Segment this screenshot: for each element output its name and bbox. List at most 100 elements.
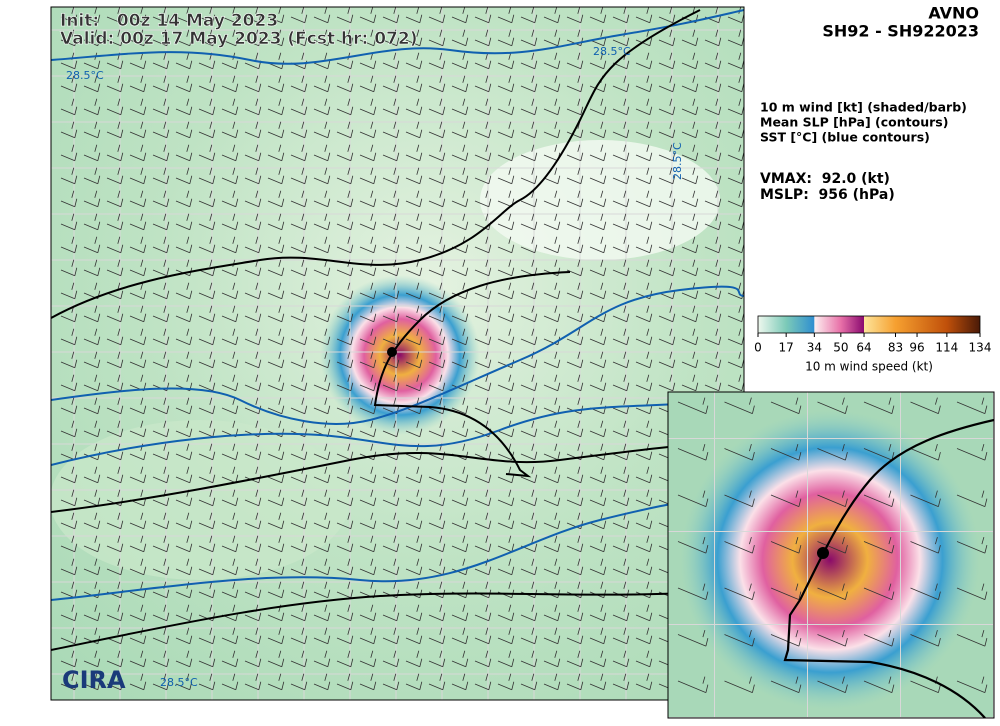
wind-barb	[267, 489, 285, 507]
wind-barb	[451, 535, 469, 553]
wind-barb	[451, 673, 469, 691]
wind-barb	[681, 121, 699, 139]
wind-barb	[221, 75, 239, 93]
wind-barb	[497, 7, 515, 24]
wind-barb	[175, 351, 193, 369]
wind-barb	[221, 282, 239, 300]
wind-barb	[129, 420, 147, 438]
wind-barb	[290, 144, 308, 162]
wind-barb	[770, 676, 802, 693]
wind-barb	[520, 190, 538, 208]
wind-barb	[267, 282, 285, 300]
wind-barb	[382, 7, 400, 24]
wind-barb	[589, 282, 607, 300]
wind-barb	[244, 121, 262, 139]
wind-barb	[313, 374, 331, 392]
wind-barb	[770, 583, 802, 600]
wind-barb	[106, 535, 124, 553]
wind-barb	[612, 167, 630, 185]
wind-barb	[520, 374, 538, 392]
wind-barb	[520, 627, 538, 645]
wind-barb	[267, 650, 285, 668]
wind-barb	[83, 190, 101, 208]
wind-barb	[497, 121, 515, 139]
wind-barb	[635, 328, 653, 346]
wind-barb	[589, 190, 607, 208]
wind-barb	[474, 121, 492, 139]
wind-barb	[520, 420, 538, 438]
wind-barb	[497, 282, 515, 300]
wind-barb	[106, 351, 124, 369]
wind-barb	[313, 167, 331, 185]
wind-barb	[910, 537, 941, 554]
wind-barb	[60, 121, 78, 139]
wind-barb	[589, 236, 607, 254]
wind-barb	[60, 167, 78, 185]
wind-barb	[817, 490, 848, 507]
wind-barb	[267, 190, 285, 208]
wind-barb	[60, 7, 78, 24]
wind-barb	[336, 328, 354, 346]
wind-barb	[612, 673, 630, 691]
storm-symbol	[387, 347, 397, 357]
wind-barb	[336, 351, 354, 369]
wind-barb	[405, 604, 423, 622]
wind-barb	[60, 420, 78, 438]
wind-barb	[313, 397, 331, 415]
wind-barb	[290, 397, 308, 415]
wind-barb	[198, 443, 216, 461]
wind-barb	[382, 190, 400, 208]
wind-barb	[244, 650, 262, 668]
wind-barb	[198, 466, 216, 484]
wind-barb	[336, 75, 354, 93]
wind-barb	[474, 7, 492, 24]
wind-barb	[152, 443, 170, 461]
wind-barb	[382, 627, 400, 645]
wind-barb	[267, 535, 285, 553]
wind-barb	[520, 512, 538, 530]
wind-barb	[313, 305, 331, 323]
wind-barb	[129, 328, 147, 346]
wind-barb	[677, 676, 709, 693]
wind-barb	[520, 305, 538, 323]
wind-barb	[359, 397, 377, 415]
wind-barb	[727, 98, 744, 116]
wind-barb	[497, 236, 515, 254]
wind-barb	[382, 604, 400, 622]
tick-label: 114	[935, 341, 958, 355]
wind-barb	[198, 397, 216, 415]
wind-barb	[267, 213, 285, 231]
wind-barb	[313, 673, 331, 691]
wind-barb	[635, 604, 653, 622]
wind-barb	[175, 305, 193, 323]
wind-barb	[520, 328, 538, 346]
wind-barb	[152, 627, 170, 645]
wind-barb	[313, 604, 331, 622]
wind-barb	[566, 167, 584, 185]
wind-barb	[221, 673, 239, 691]
wind-barb	[198, 351, 216, 369]
wind-barb	[520, 558, 538, 576]
wind-barb	[152, 397, 170, 415]
wind-barb	[83, 305, 101, 323]
wind-barb	[267, 558, 285, 576]
wind-barb	[336, 374, 354, 392]
wind-barb	[677, 444, 709, 461]
wind-barb	[83, 7, 101, 24]
wind-barb	[129, 443, 147, 461]
wind-barb	[451, 466, 469, 484]
wind-barb	[451, 604, 469, 622]
wind-barb	[405, 420, 423, 438]
wind-barb	[382, 167, 400, 185]
wind-barb	[543, 190, 561, 208]
wind-barb	[658, 98, 676, 116]
wind-barb	[244, 305, 262, 323]
wind-barb	[336, 466, 354, 484]
wind-barb	[612, 98, 630, 116]
wind-barb	[658, 328, 676, 346]
wind-barb	[405, 282, 423, 300]
wind-barb	[290, 75, 308, 93]
wind-barb	[198, 7, 216, 24]
wind-barb	[129, 236, 147, 254]
wind-barb	[910, 444, 941, 461]
